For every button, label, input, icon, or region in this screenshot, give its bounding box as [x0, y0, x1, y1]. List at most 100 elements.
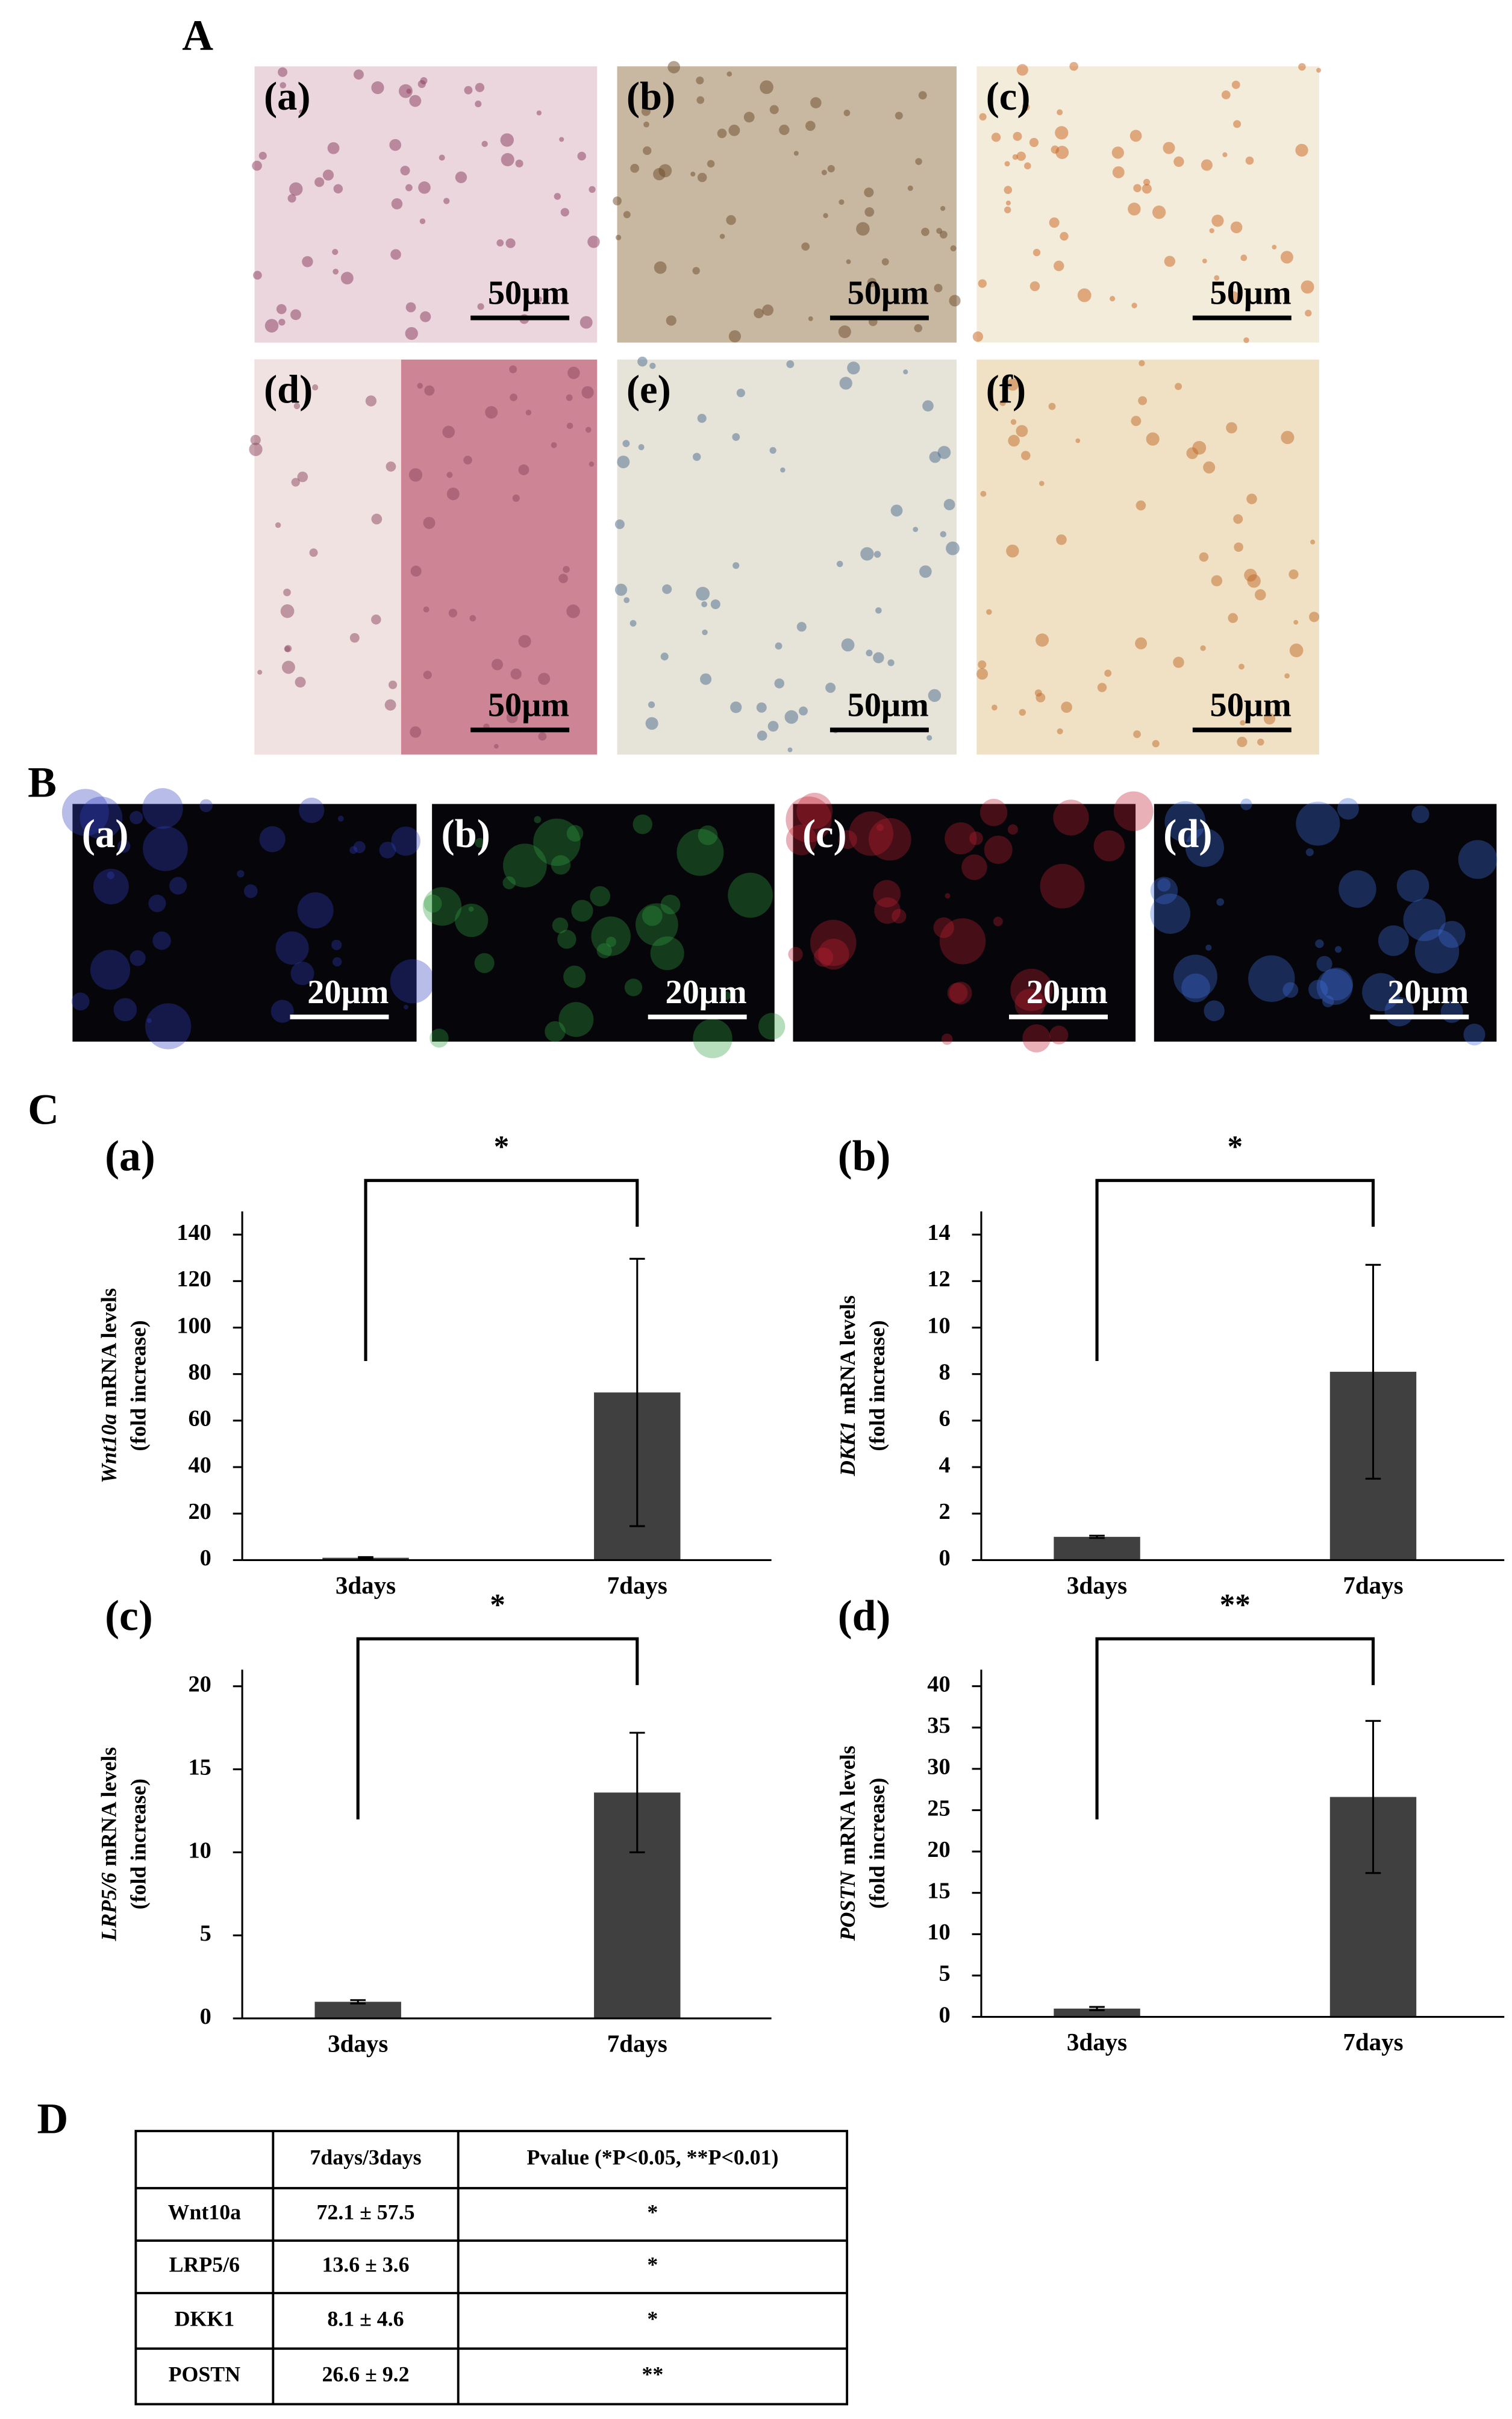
texture [475, 83, 485, 92]
texture [284, 645, 292, 652]
texture [299, 797, 325, 824]
texture [991, 704, 998, 711]
texture [849, 811, 894, 856]
texture [1005, 200, 1011, 206]
texture [614, 519, 625, 530]
texture [1202, 258, 1207, 264]
micrograph-label: (d) [1163, 812, 1212, 856]
texture [758, 1013, 786, 1040]
chart-title: (b) [838, 1132, 891, 1180]
texture [1055, 126, 1069, 140]
texture [1150, 877, 1178, 904]
texture [808, 316, 813, 322]
y-tick-label: 8 [939, 1360, 951, 1385]
y-tick-label: 4 [939, 1453, 951, 1478]
texture [887, 659, 895, 666]
bar [314, 2001, 401, 2019]
y-tick-label: 10 [927, 1920, 950, 1945]
scale-label: 20μm [307, 974, 389, 1011]
texture [1243, 337, 1249, 343]
y-axis-gene: POSTN [836, 1871, 860, 1942]
scale-label: 50μm [1210, 687, 1292, 724]
texture [398, 84, 413, 98]
texture [596, 943, 612, 959]
micrograph-label: (c) [986, 75, 1031, 119]
texture [518, 634, 531, 648]
scale-label: 50μm [848, 275, 929, 312]
table-cell: 26.6 ± 9.2 [322, 2362, 409, 2386]
texture [117, 839, 131, 853]
texture [333, 184, 343, 194]
texture [333, 268, 339, 275]
y-tick-label: 15 [927, 1879, 950, 1904]
texture [693, 1018, 733, 1059]
texture [1142, 184, 1152, 194]
texture [890, 504, 903, 517]
texture [666, 315, 676, 326]
texture [999, 399, 1006, 406]
texture [801, 242, 810, 251]
texture [660, 652, 669, 661]
texture [762, 304, 774, 316]
texture [873, 551, 881, 558]
texture [1289, 569, 1299, 580]
y-tick-label: 120 [177, 1266, 211, 1292]
texture [667, 61, 680, 74]
texture [696, 76, 704, 85]
texture [939, 918, 986, 965]
texture [810, 97, 822, 108]
texture [1396, 869, 1429, 903]
texture [726, 215, 736, 225]
texture [648, 701, 655, 709]
texture [1305, 848, 1314, 857]
texture [1192, 440, 1207, 455]
texture [145, 1003, 192, 1050]
texture [1298, 63, 1306, 71]
texture [423, 516, 436, 529]
texture [1048, 402, 1056, 410]
texture [464, 86, 473, 95]
texture [1019, 709, 1026, 716]
texture [410, 565, 422, 577]
texture [1010, 968, 1053, 1011]
texture [784, 710, 799, 724]
texture [312, 384, 319, 391]
texture [252, 160, 262, 171]
texture [949, 981, 972, 1005]
texture [991, 133, 1001, 142]
texture [1201, 159, 1213, 171]
texture [469, 615, 476, 622]
texture [774, 678, 784, 689]
texture [557, 930, 576, 949]
y-tick-label: 60 [188, 1406, 211, 1432]
texture [941, 1033, 953, 1045]
texture [389, 139, 402, 151]
texture [1093, 830, 1125, 862]
texture [515, 159, 523, 167]
texture [1029, 137, 1039, 148]
texture [446, 472, 453, 478]
texture [1104, 669, 1112, 677]
texture [475, 837, 485, 848]
texture [733, 562, 740, 569]
texture [1216, 898, 1225, 906]
texture [1200, 645, 1206, 651]
y-tick-label: 15 [188, 1754, 211, 1780]
texture [567, 366, 580, 380]
y-tick-label: 20 [927, 1837, 950, 1862]
texture [1036, 633, 1049, 647]
texture [846, 259, 851, 264]
texture [405, 184, 413, 192]
texture [571, 900, 593, 922]
texture [502, 876, 516, 889]
micrograph [1154, 804, 1497, 1042]
texture [1463, 1023, 1485, 1046]
texture [314, 177, 325, 187]
texture [1240, 798, 1252, 810]
texture [821, 169, 827, 175]
texture [757, 730, 767, 741]
texture [1004, 186, 1013, 195]
texture [510, 393, 517, 401]
texture [293, 402, 301, 410]
texture [1139, 360, 1145, 367]
